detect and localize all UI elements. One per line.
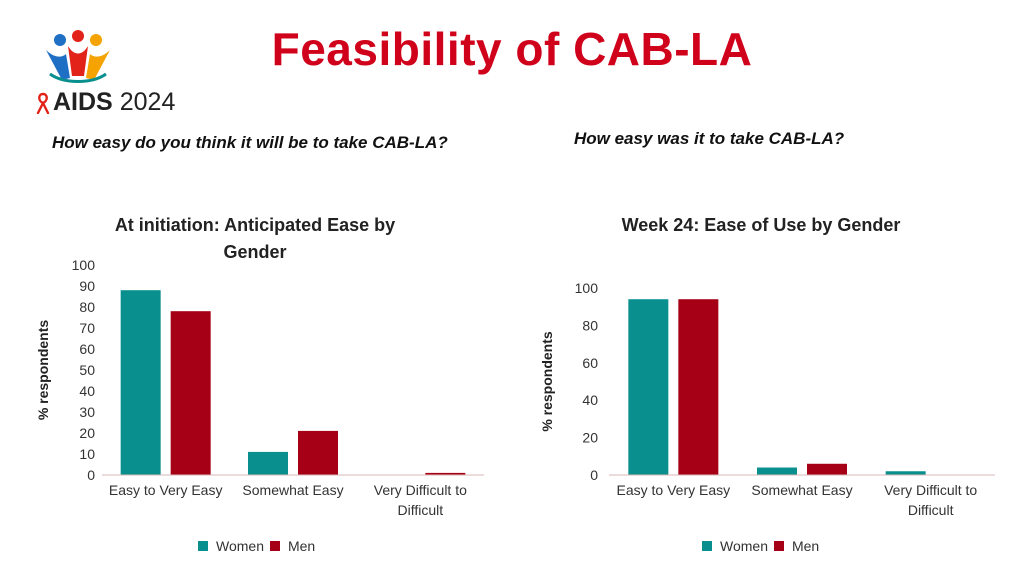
chart-title-line: Gender <box>223 242 287 262</box>
x-category-label: Difficult <box>398 502 444 518</box>
red-ribbon-icon <box>36 92 50 114</box>
chart-week24: % respondents 0 20 40 60 80 100 Easy to Very Ea… <box>539 280 995 518</box>
chart-title-line: Week 24: Ease of Use by Gender <box>621 215 901 235</box>
logo-text-year: 2024 <box>119 88 176 116</box>
y-tick-label: 20 <box>79 425 95 441</box>
legend-week24: Women Men <box>702 538 819 554</box>
bar-men-1 <box>807 463 847 475</box>
y-tick-label: 40 <box>582 392 598 408</box>
y-tick-label: 0 <box>590 467 598 483</box>
y-tick-label: 50 <box>79 362 95 378</box>
chart-title-line: At initiation: Anticipated Ease by <box>114 215 396 235</box>
y-tick-label: 10 <box>79 446 95 462</box>
aids-2024-logo-icon <box>46 30 110 83</box>
x-category-label: Easy to Very Easy <box>109 482 223 498</box>
chart-initiation: % respondents 0 10 20 30 40 50 60 70 80 90 100 Easy … <box>35 257 484 518</box>
chart-title-initiation: At initiation: Anticipated Ease by Gende… <box>90 212 420 266</box>
y-tick-label: 80 <box>582 317 598 333</box>
bar-women-1 <box>248 451 288 475</box>
right-question: How easy was it to take CAB-LA? <box>574 129 845 148</box>
y-axis-label: % respondents <box>539 331 555 432</box>
y-tick-label: 0 <box>87 467 95 483</box>
legend-label-women: Women <box>720 538 768 554</box>
legend-swatch-women <box>198 541 208 551</box>
legend-initiation: Women Men <box>198 538 315 554</box>
x-category-label: Somewhat Easy <box>751 482 852 498</box>
legend-swatch-men <box>269 541 280 551</box>
y-tick-label: 20 <box>582 430 598 446</box>
left-question: How easy do you think it will be to take… <box>52 133 448 152</box>
x-category-label: Somewhat Easy <box>242 482 343 498</box>
y-tick-label: 30 <box>79 404 95 420</box>
y-tick-label: 80 <box>79 299 95 315</box>
bar-women-2 <box>885 471 926 475</box>
aids-2024-wordmark: AIDS 2024 <box>36 88 175 117</box>
y-tick-label: 60 <box>582 355 598 371</box>
x-category-label: Very Difficult to <box>884 482 977 498</box>
page-title: Feasibility of CAB-LA <box>271 23 753 75</box>
y-tick-label: 100 <box>72 257 96 273</box>
legend-label-women: Women <box>216 538 264 554</box>
y-tick-label: 70 <box>79 320 95 336</box>
bar-men-2 <box>425 472 466 475</box>
bar-men-1 <box>298 430 338 475</box>
bar-men-0 <box>678 299 719 475</box>
x-category-label: Difficult <box>908 502 954 518</box>
x-category-label: Easy to Very Easy <box>617 482 731 498</box>
logo-text-aids: AIDS <box>53 88 113 116</box>
x-category-label: Very Difficult to <box>374 482 467 498</box>
bar-women-1 <box>757 467 797 475</box>
legend-label-men: Men <box>791 538 820 554</box>
bar-women-0 <box>628 299 669 475</box>
y-tick-label: 100 <box>575 280 599 296</box>
y-tick-label: 60 <box>79 341 95 357</box>
y-axis-label: % respondents <box>35 320 51 421</box>
y-tick-label: 90 <box>79 278 95 294</box>
bar-women-0 <box>120 290 161 475</box>
legend-swatch-women <box>702 541 712 551</box>
bar-men-0 <box>170 311 211 475</box>
y-tick-label: 40 <box>79 383 95 399</box>
legend-label-men: Men <box>287 538 316 554</box>
legend-swatch-men <box>773 541 784 551</box>
chart-title-week24: Week 24: Ease of Use by Gender <box>576 212 946 239</box>
